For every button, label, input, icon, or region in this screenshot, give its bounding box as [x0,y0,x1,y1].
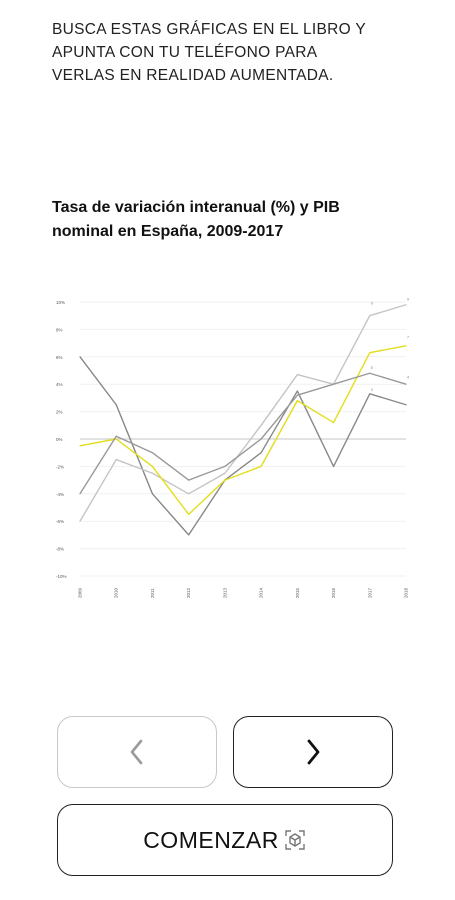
data-point [79,356,81,358]
y-tick-label: 4% [56,382,63,387]
x-tick-label: 2010 [114,587,119,598]
chart-title-line: Tasa de variación interanual (%) y PIB [52,199,340,216]
data-point [224,465,226,467]
data-point [405,404,407,406]
data-point [260,465,262,467]
y-tick-label: 2% [56,410,63,415]
y-tick-label: -6% [56,519,64,524]
data-point [115,458,117,461]
data-point [260,438,262,440]
data-point [151,472,154,474]
y-tick-label: -4% [56,492,64,497]
data-point [115,438,117,440]
data-point [151,465,154,467]
end-label: 3 [371,388,373,392]
end-label: 9 [407,297,409,301]
chevron-right-icon [307,739,320,765]
data-point [115,404,117,406]
previous-button[interactable] [57,716,217,788]
series-line [79,345,407,516]
y-tick-label: 8% [56,327,63,332]
data-point [115,435,117,437]
intro-line: BUSCA ESTAS GRÁFICAS EN EL LIBRO Y [52,21,366,38]
data-point [151,452,154,454]
x-tick-label: 2009 [78,587,83,598]
data-point [224,479,226,481]
y-tick-label: 10% [56,300,65,305]
intro-line: VERLAS EN REALIDAD AUMENTADA. [52,67,334,84]
x-tick-label: 2018 [404,587,409,598]
data-point [224,472,226,474]
end-label: 7 [407,336,409,340]
series-line [79,372,407,495]
x-tick-label: 2017 [367,587,372,598]
y-tick-label: -2% [56,464,64,469]
data-point [260,452,262,454]
data-point [405,304,407,306]
intro-text: BUSCA ESTAS GRÁFICAS EN EL LIBRO Y APUNT… [52,18,412,87]
data-point [405,383,407,385]
y-tick-label: 6% [56,355,63,360]
data-point [188,534,190,536]
y-tick-label: -8% [56,547,64,552]
data-point [79,493,81,495]
end-label: 4 [407,375,409,379]
data-point [332,465,335,467]
next-button[interactable] [233,716,393,788]
start-button[interactable]: COMENZAR [57,804,393,876]
x-tick-label: 2016 [331,587,336,598]
data-point [188,513,190,515]
data-point [332,421,335,424]
line-chart: 10% 8% 6% 4% 2% 0% -2% -4% -6% -8% -10% 2009 2010 201… [56,297,409,598]
data-point [369,315,371,317]
data-point [188,493,190,495]
data-point [296,374,298,376]
x-tick-label: 2014 [259,587,264,598]
y-tick-label: 0% [56,437,63,442]
chevron-left-icon [130,739,143,765]
series-line [79,304,407,522]
chart-title-line: nominal en España, 2009-2017 [52,223,284,240]
x-tick-label: 2012 [186,587,191,598]
data-point [405,345,407,347]
data-point [79,445,81,447]
end-label: 9 [371,301,373,305]
data-point [79,520,81,522]
data-point [369,393,371,395]
data-point [369,372,371,374]
y-tick-label: -10% [56,574,67,579]
data-point [151,493,154,495]
data-point [296,394,298,396]
data-point [332,383,335,385]
chart-title: Tasa de variación interanual (%) y PIB n… [52,196,432,244]
ar-scan-icon [285,830,305,850]
data-point [260,424,262,426]
intro-line: APUNTA CON TU TELÉFONO PARA [52,44,318,61]
data-point [188,479,190,481]
x-tick-label: 2011 [150,588,155,598]
series-line [79,356,407,536]
data-point [296,390,298,392]
start-button-label: COMENZAR [143,826,279,853]
data-point [369,352,371,354]
x-tick-label: 2015 [295,587,300,598]
data-point [296,400,298,402]
x-tick-label: 2013 [222,587,227,598]
end-label: 5 [371,366,373,370]
